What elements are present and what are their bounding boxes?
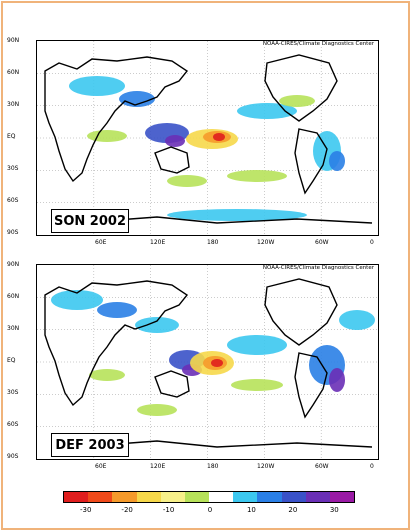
lon-label: 60E	[95, 463, 107, 470]
lon-label: 180	[207, 239, 219, 246]
lon-label: 120W	[257, 239, 275, 246]
colorbar-cell	[64, 492, 89, 502]
lon-label: 60E	[95, 239, 107, 246]
season-label: DEF 2003	[51, 433, 129, 457]
lat-label: 30S	[7, 389, 19, 396]
lon-label: 0	[370, 239, 374, 246]
lat-label: EQ	[7, 357, 16, 364]
lat-label: 60S	[7, 197, 19, 204]
credit-text: NOAA-CIRES/Climate Diagnostics Center	[262, 41, 374, 47]
season-label: SON 2002	[51, 209, 129, 233]
colorbar-cell	[233, 492, 258, 502]
colorbar	[63, 491, 355, 503]
credit-text: NOAA-CIRES/Climate Diagnostics Center	[262, 265, 374, 271]
lon-label: 180	[207, 463, 219, 470]
lat-label: 30N	[7, 325, 20, 332]
map-canvas	[37, 265, 378, 459]
map-panel-def-2003: NOAA-CIRES/Climate Diagnostics Center DE…	[36, 264, 379, 460]
colorbar-tick-label: 20	[288, 506, 298, 514]
lon-label: 120E	[150, 463, 166, 470]
lat-label: 30S	[7, 165, 19, 172]
colorbar-cell	[184, 492, 210, 502]
lon-label: 60W	[315, 239, 329, 246]
lon-label: 120W	[257, 463, 275, 470]
lat-label: EQ	[7, 133, 16, 140]
colorbar-tick-label: 10	[246, 506, 256, 514]
lon-label: 0	[370, 463, 374, 470]
colorbar-cell	[136, 492, 161, 502]
lon-label: 120E	[150, 239, 166, 246]
lat-label: 30N	[7, 101, 20, 108]
lat-label: 60N	[7, 293, 20, 300]
lat-label: 90N	[7, 261, 20, 268]
map-panel-son-2002: NOAA-CIRES/Climate Diagnostics Center SO…	[36, 40, 379, 236]
colorbar-cell	[281, 492, 306, 502]
lat-label: 60N	[7, 69, 20, 76]
colorbar-tick-label: -30	[79, 506, 92, 514]
colorbar-cell	[112, 492, 137, 502]
lat-label: 60S	[7, 421, 19, 428]
colorbar-cell	[160, 492, 185, 502]
colorbar-cell	[209, 492, 234, 502]
colorbar-tick-label: 30	[329, 506, 339, 514]
colorbar-cell	[329, 492, 355, 502]
lat-label: 90S	[7, 229, 19, 236]
map-canvas	[37, 41, 378, 235]
colorbar-tick-label: -10	[162, 506, 175, 514]
lat-label: 90N	[7, 37, 20, 44]
lon-label: 60W	[315, 463, 329, 470]
colorbar-tick-label: 0	[207, 506, 213, 514]
lat-label: 90S	[7, 453, 19, 460]
colorbar-cell	[88, 492, 113, 502]
colorbar-tick-label: -20	[121, 506, 133, 514]
colorbar-cell	[257, 492, 282, 502]
colorbar-cell	[305, 492, 330, 502]
